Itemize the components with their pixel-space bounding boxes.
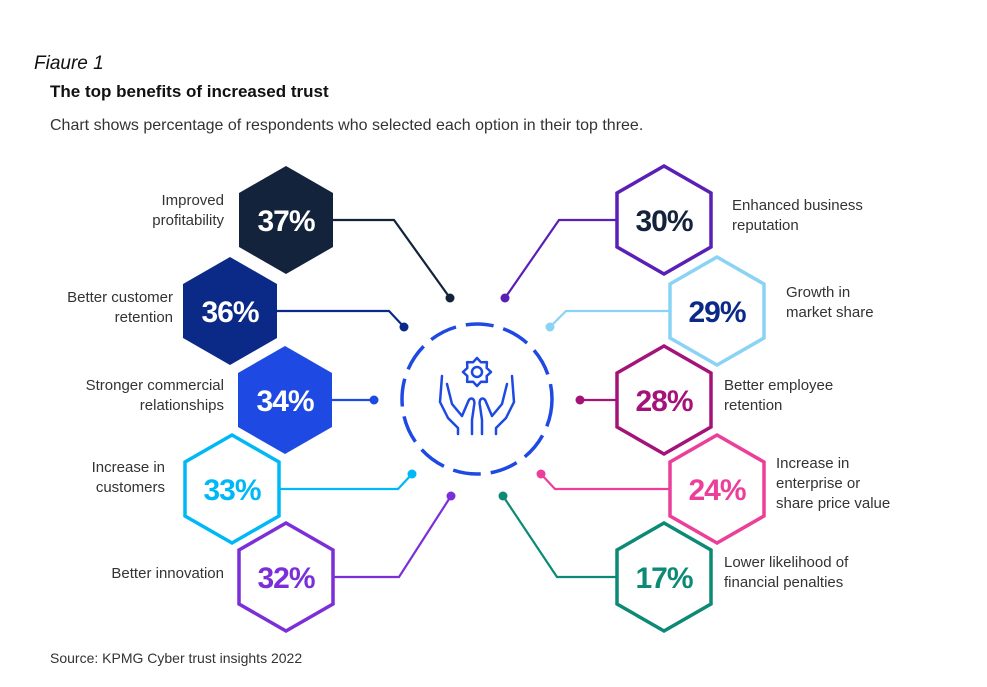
connector-dot — [575, 395, 585, 405]
benefit-item: 24% Increase in enterprise or share price v… — [536, 432, 890, 546]
value-label: 37% — [257, 205, 314, 238]
connector-line — [502, 495, 617, 579]
value-label: 33% — [203, 474, 260, 507]
value-hexagon — [615, 520, 713, 634]
source-note: Source: KPMG Cyber trust insights 2022 — [50, 650, 303, 666]
connector-line — [333, 218, 451, 299]
center-dashed-ring — [400, 322, 554, 476]
category-label: Growth in market share — [786, 284, 874, 321]
value-hexagon — [183, 432, 281, 546]
connector-dot — [536, 469, 546, 479]
connector-line — [279, 473, 413, 491]
value-label: 34% — [256, 385, 313, 418]
value-hexagon — [239, 166, 333, 274]
category-label: Increase in customers — [92, 459, 165, 496]
category-label: Better innovation — [111, 565, 224, 582]
connector-dot — [545, 322, 555, 332]
category-label: Stronger commercial relationships — [86, 377, 224, 414]
chart-title: The top benefits of increased trust — [50, 82, 329, 101]
category-label: Enhanced business reputation — [732, 197, 863, 234]
value-hexagon — [668, 432, 766, 546]
value-hexagon — [668, 254, 766, 368]
value-label: 36% — [201, 296, 258, 329]
benefit-item: 29% Growth in market share — [545, 254, 874, 368]
value-hexagon — [238, 346, 332, 454]
connector-dot — [445, 293, 455, 303]
connector-line — [277, 309, 405, 328]
category-label: Improved profitability — [152, 192, 224, 229]
benefit-item: 37% Improved profitability — [152, 166, 455, 303]
hands-holding-gear-icon — [438, 356, 516, 436]
category-label: Lower likelihood of financial penalties — [724, 554, 849, 591]
value-hexagon — [615, 163, 713, 277]
value-hexagon — [183, 257, 277, 365]
center-badge — [400, 322, 554, 476]
benefit-item: 32% Better innovation — [111, 491, 456, 634]
benefit-item: 30% Enhanced business reputation — [500, 163, 863, 303]
connector-line — [540, 473, 670, 491]
connector-dot — [446, 491, 456, 501]
connector-dot — [369, 395, 379, 405]
value-label: 28% — [635, 385, 692, 418]
connector-line — [333, 495, 452, 579]
value-label: 29% — [688, 296, 745, 329]
benefit-item: 17% Lower likelihood of financial penaltie… — [498, 491, 849, 634]
value-label: 24% — [688, 474, 745, 507]
benefit-item: 28% Better employee retention — [575, 343, 833, 457]
category-label: Increase in enterprise or share price valu… — [776, 455, 890, 512]
benefit-item: 33% Increase in customers — [92, 432, 417, 546]
value-label: 32% — [257, 562, 314, 595]
chart-subtitle: Chart shows percentage of respondents wh… — [50, 117, 644, 134]
connector-dot — [407, 469, 417, 479]
value-hexagon — [237, 520, 335, 634]
value-hexagon — [615, 343, 713, 457]
value-label: 17% — [635, 562, 692, 595]
category-label: Better customer retention — [67, 289, 173, 326]
connector-dot — [399, 322, 409, 332]
connector-dot — [498, 491, 508, 501]
category-label: Better employee retention — [724, 377, 833, 414]
benefit-item: 36% Better customer retention — [67, 257, 409, 365]
value-label: 30% — [635, 205, 692, 238]
figure-caption: Fiaure 1 — [34, 53, 104, 74]
connector-line — [549, 309, 670, 328]
connector-line — [504, 218, 617, 299]
benefit-item: 34% Stronger commercial relationships — [86, 346, 379, 454]
connector-dot — [500, 293, 510, 303]
